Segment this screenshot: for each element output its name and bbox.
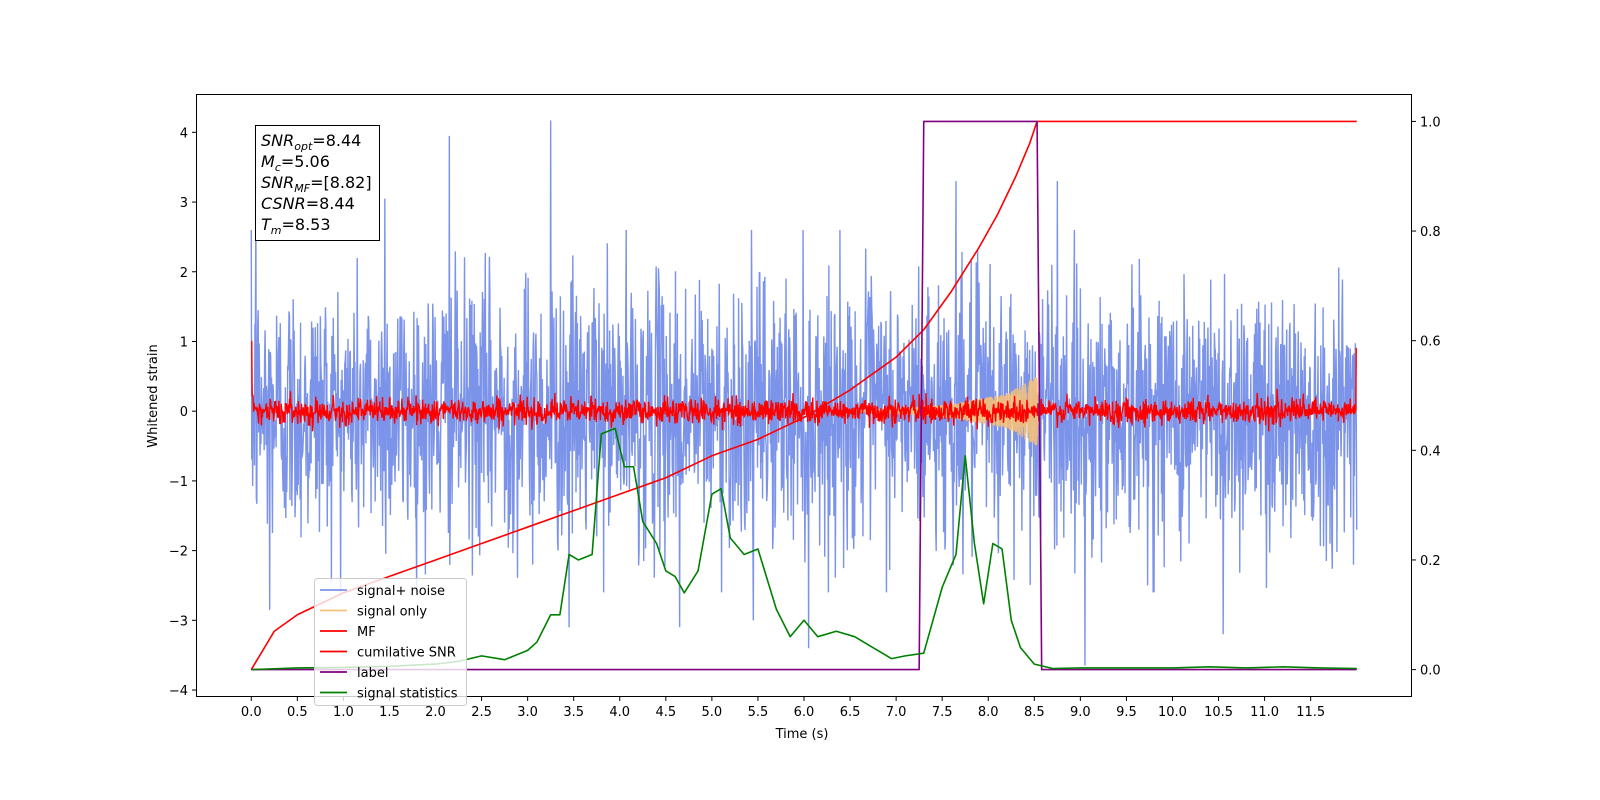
- info-box-line: CSNR=8.44: [261, 194, 355, 213]
- y-tick-label: 1: [180, 335, 188, 350]
- x-tick-label: 4.5: [655, 705, 676, 720]
- info-box-line: Mc=5.06: [261, 152, 330, 174]
- x-tick-label: 9.5: [1116, 705, 1137, 720]
- x-tick-label: 6.5: [840, 705, 861, 720]
- x-axis-label: Time (s): [775, 727, 829, 742]
- y-tick-label: 3: [180, 196, 188, 211]
- legend-entry: MF: [357, 625, 376, 640]
- y-tick-label: 2: [180, 266, 188, 281]
- y-right-tick-label: 0.6: [1420, 335, 1441, 350]
- y-tick-label: 0: [180, 405, 188, 420]
- x-tick-label: 1.0: [333, 705, 354, 720]
- x-tick-label: 10.5: [1204, 705, 1233, 720]
- y-right-tick-label: 0.8: [1420, 225, 1441, 240]
- y-axis-left: −4 −3 −2 −1 0 1 2 3 4: [169, 126, 196, 699]
- x-tick-label: 3.0: [517, 705, 538, 720]
- x-tick-label: 11.5: [1296, 705, 1325, 720]
- x-tick-label: 6.0: [794, 705, 815, 720]
- series-signal-statistics: [251, 427, 1357, 671]
- legend-entry: signal only: [357, 605, 427, 620]
- x-tick-label: 0.5: [287, 705, 308, 720]
- info-box-line: SNRMF=[8.82]: [261, 173, 372, 195]
- y-tick-label: 4: [180, 126, 188, 141]
- plot-area-frame: [196, 94, 1412, 697]
- x-tick-label: 5.5: [748, 705, 769, 720]
- x-tick-label: 2.5: [471, 705, 492, 720]
- y-right-tick-label: 0.0: [1420, 664, 1441, 679]
- series-signal-noise: [250, 120, 1358, 666]
- legend-entry: label: [357, 666, 388, 681]
- y-right-tick-label: 0.2: [1420, 554, 1441, 569]
- x-tick-label: 11.0: [1250, 705, 1279, 720]
- y-tick-label: −4: [169, 684, 188, 699]
- series-layer: [250, 120, 1358, 671]
- x-tick-label: 3.5: [563, 705, 584, 720]
- y-tick-label: −1: [169, 475, 188, 490]
- y-axis-label: Whitened strain: [146, 344, 161, 447]
- info-box-line: Tm=8.53: [261, 215, 331, 237]
- series-label: [251, 120, 1357, 671]
- x-axis: 0.0 0.5 1.0 1.5 2.0 2.5 3.0 3.5 4.0 4.5 5.0 5.5 6.0 6…: [241, 697, 1325, 720]
- y-right-tick-label: 1.0: [1420, 115, 1441, 130]
- series-cumilative-snr: [250, 120, 1357, 671]
- x-tick-label: 8.5: [1024, 705, 1045, 720]
- x-tick-label: 1.5: [379, 705, 400, 720]
- info-box-line: SNRopt=8.44: [261, 131, 361, 153]
- x-tick-label: 4.0: [609, 705, 630, 720]
- x-tick-label: 8.0: [978, 705, 999, 720]
- legend-entry: signal+ noise: [357, 584, 445, 599]
- info-box-frame: [255, 125, 380, 241]
- legend-frame: [314, 578, 467, 706]
- series-mf: [251, 340, 1357, 432]
- x-tick-label: 2.0: [425, 705, 446, 720]
- x-tick-label: 7.5: [932, 705, 953, 720]
- x-tick-label: 5.0: [702, 705, 723, 720]
- x-tick-label: 10.0: [1158, 705, 1187, 720]
- y-tick-label: −2: [169, 545, 188, 560]
- legend-entry: cumilative SNR: [357, 646, 456, 661]
- x-tick-label: 0.0: [241, 705, 262, 720]
- x-tick-label: 9.0: [1070, 705, 1091, 720]
- y-tick-label: −3: [169, 614, 188, 629]
- y-right-tick-label: 0.4: [1420, 444, 1441, 459]
- legend: signal+ noise signal only MF cumilative SNR…: [314, 578, 467, 706]
- legend-entry: signal statistics: [357, 687, 458, 702]
- x-tick-label: 7.0: [886, 705, 907, 720]
- y-axis-right: 0.0 0.2 0.4 0.6 0.8 1.0: [1412, 115, 1441, 679]
